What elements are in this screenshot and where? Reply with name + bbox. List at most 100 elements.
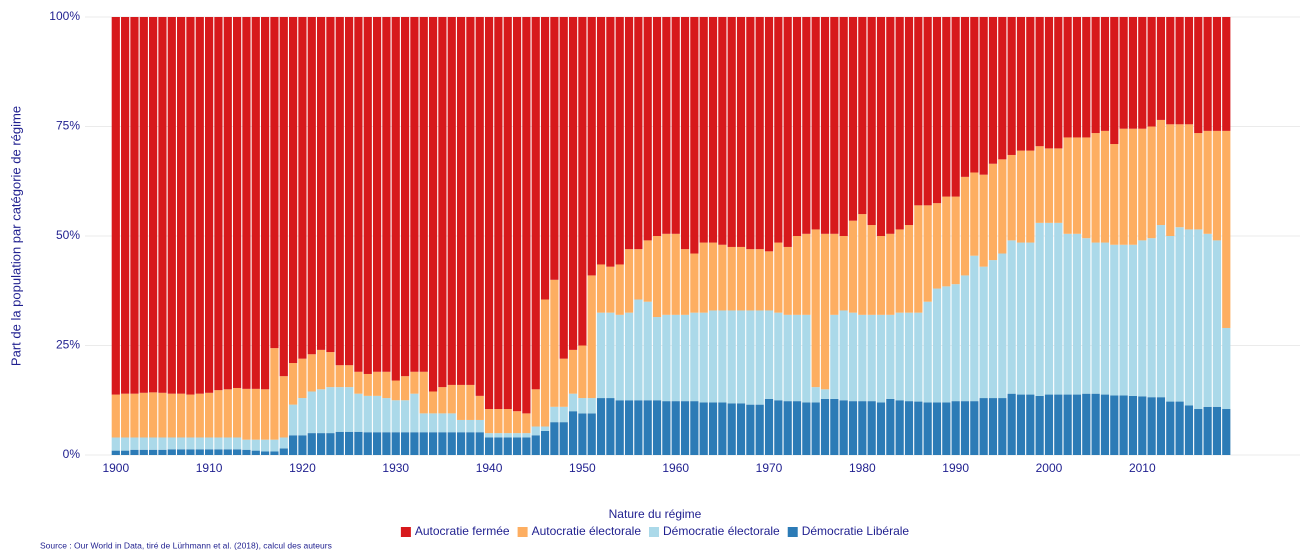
bar-segment xyxy=(466,419,475,433)
bar-segment xyxy=(662,17,671,234)
bar-segment xyxy=(1072,394,1082,455)
bar-segment xyxy=(1100,242,1110,395)
bar-segment xyxy=(158,449,167,455)
bar-segment xyxy=(1072,137,1082,234)
bar-segment xyxy=(447,17,456,385)
bar-segment xyxy=(820,398,830,455)
bar-segment xyxy=(736,17,746,247)
bar-segment xyxy=(466,432,475,455)
bar-segment xyxy=(774,400,783,455)
bar-segment xyxy=(1212,17,1222,131)
legend-label: Démocratie électorale xyxy=(663,524,780,538)
bar-segment xyxy=(568,349,578,394)
bar-segment xyxy=(466,17,475,385)
bar-segment xyxy=(550,406,559,423)
bar-segment xyxy=(438,413,447,433)
bar-segment xyxy=(708,310,718,403)
bar-segment xyxy=(1156,17,1166,120)
bar-segment xyxy=(932,288,942,403)
bar-segment xyxy=(428,391,438,414)
bar-segment xyxy=(1222,409,1231,455)
bar-segment xyxy=(755,310,764,405)
bar-segment xyxy=(942,402,951,455)
bar-segment xyxy=(1082,137,1091,239)
bar-segment xyxy=(914,17,923,206)
bar-segment xyxy=(1044,222,1054,395)
bar-segment xyxy=(596,17,606,265)
bar-segment xyxy=(130,17,139,394)
bar-segment xyxy=(447,432,456,455)
bar-segment xyxy=(400,432,410,455)
bar-segment xyxy=(344,431,354,455)
bar-segment xyxy=(1091,393,1100,455)
bar-segment xyxy=(718,244,727,311)
bar-segment xyxy=(270,439,279,452)
bar-segment xyxy=(400,376,410,401)
bar-segment xyxy=(195,449,204,455)
bar-segment xyxy=(326,433,335,455)
bar-segment xyxy=(727,17,736,247)
bar-segment xyxy=(251,17,260,389)
bar-segment xyxy=(1016,17,1026,151)
x-tick-label: 1990 xyxy=(942,461,969,475)
bar-segment xyxy=(139,17,148,393)
bar-segment xyxy=(578,345,587,399)
bar-segment xyxy=(270,17,279,349)
bar-segment xyxy=(1007,240,1016,394)
bar-segment xyxy=(587,17,596,276)
bar-segment xyxy=(559,358,568,407)
bar-segment xyxy=(298,17,307,359)
bar-segment xyxy=(223,449,232,455)
bar-segment xyxy=(233,437,242,450)
bar-segment xyxy=(811,229,820,388)
bar-segment xyxy=(167,393,176,438)
bar-segment xyxy=(1091,133,1100,243)
bar-segment xyxy=(755,17,764,250)
bar-segment xyxy=(1128,128,1138,245)
bar-segment xyxy=(484,433,494,438)
x-tick-label: 2010 xyxy=(1129,461,1156,475)
bar-segment xyxy=(410,17,419,372)
y-tick-label: 75% xyxy=(56,119,80,133)
bar-segment xyxy=(279,376,288,438)
bar-segment xyxy=(121,393,130,438)
bar-segment xyxy=(839,17,848,236)
bar-segment xyxy=(177,17,186,394)
bar-segment xyxy=(205,449,214,455)
bar-segment xyxy=(195,437,204,450)
bar-segment xyxy=(1222,130,1231,328)
bar-segment xyxy=(811,17,820,230)
bar-segment xyxy=(270,348,279,440)
bar-segment xyxy=(578,398,587,414)
bar-segment xyxy=(195,393,204,438)
bar-segment xyxy=(288,435,298,455)
bar-segment xyxy=(354,393,363,432)
bar-segment xyxy=(839,236,848,311)
bar-segment xyxy=(1184,405,1194,455)
bar-segment xyxy=(372,395,382,433)
bar-segment xyxy=(998,17,1007,160)
bar-segment xyxy=(242,17,251,389)
bar-segment xyxy=(932,17,942,204)
bar-segment xyxy=(158,392,167,438)
bar-segment xyxy=(233,387,242,438)
bar-segment xyxy=(494,437,503,455)
x-tick-label: 1960 xyxy=(662,461,689,475)
bar-segment xyxy=(550,17,559,280)
bar-segment xyxy=(410,371,419,394)
bar-segment xyxy=(652,400,662,455)
bar-segment xyxy=(214,390,223,438)
bar-segment xyxy=(121,17,130,394)
bar-segment xyxy=(1119,395,1128,455)
bar-segment xyxy=(643,240,652,302)
bar-segment xyxy=(1035,17,1044,147)
bar-segment xyxy=(634,17,643,250)
bar-segment xyxy=(568,17,578,350)
bar-segment xyxy=(858,401,867,455)
bar-segment xyxy=(1166,401,1175,455)
bar-segment xyxy=(830,233,839,315)
bar-segment xyxy=(1147,238,1156,398)
bar-segment xyxy=(1138,396,1147,455)
bar-segment xyxy=(316,17,326,350)
